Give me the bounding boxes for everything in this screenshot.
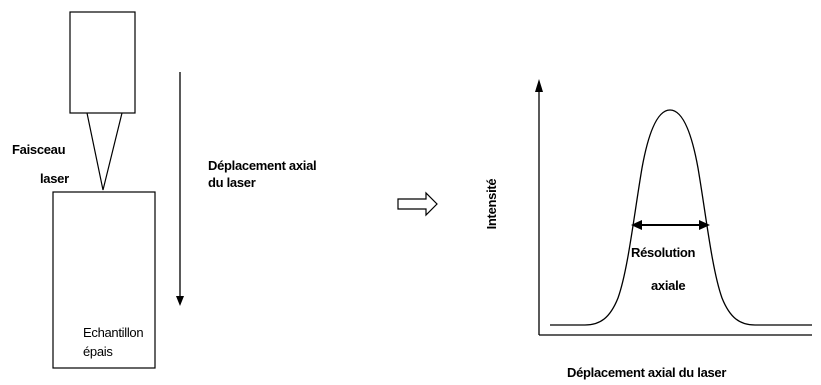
- laser-source-box: [69, 11, 136, 114]
- resolution-label-line1: Résolution: [631, 245, 696, 260]
- y-axis-label: Intensité: [484, 178, 499, 230]
- sample-label-line2: épais: [83, 344, 113, 359]
- hollow-right-arrow-icon: [397, 191, 438, 217]
- resolution-arrowhead-right: [699, 220, 710, 230]
- y-axis-arrowhead: [535, 79, 543, 92]
- axial-displacement-arrowhead: [176, 296, 184, 306]
- x-axis-label: Déplacement axial du laser: [567, 365, 727, 380]
- displacement-label-line1: Déplacement axial: [208, 158, 317, 173]
- displacement-label-line2: du laser: [208, 175, 256, 190]
- sample-label-line1: Echantillon: [83, 325, 144, 340]
- resolution-arrowhead-left: [631, 220, 642, 230]
- laser-beam-cone: [86, 112, 123, 191]
- beam-label-line1: Faisceau: [12, 142, 66, 157]
- intensity-curve: [550, 109, 812, 326]
- sample-box: [52, 191, 156, 369]
- resolution-label-line2: axiale: [651, 278, 686, 293]
- beam-label-line2: laser: [40, 171, 69, 186]
